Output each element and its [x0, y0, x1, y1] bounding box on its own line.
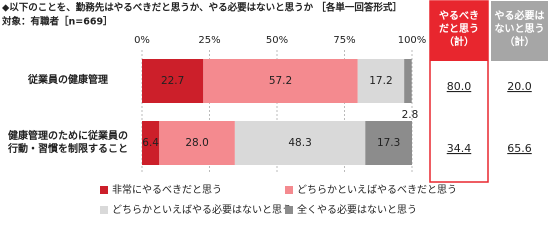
chart-title: ◆以下のことを、勤務先はやるべきだと思うか、やる必要はないと思うか ［各単一回答… — [2, 2, 402, 14]
legend-label: どちらかといえばやる必要はないと思う — [112, 203, 292, 216]
x-tick-label: 0% — [134, 35, 150, 46]
summary-header-bg — [430, 1, 488, 61]
bar-segment — [142, 121, 160, 165]
legend-swatch — [100, 206, 108, 214]
legend-label: 非常にやるべきだと思う — [112, 183, 222, 196]
legend-swatch — [285, 206, 293, 214]
data-label: 17.2 — [369, 75, 392, 87]
bar-segment — [159, 121, 235, 165]
bar-segment — [365, 121, 412, 165]
bar-segment — [203, 59, 358, 103]
legend-label: どちらかといえばやるべきだと思う — [297, 184, 457, 196]
category-label: 従業員の健康管理 — [28, 75, 108, 86]
x-tick-label: 25% — [198, 35, 220, 46]
chart: ◆以下のことを、勤務先はやるべきだと思うか、やる必要はないと思うか ［各単一回答… — [1, 0, 548, 216]
x-tick-label: 75% — [333, 35, 355, 46]
chart-subtitle: 対象：有職者［n=669］ — [1, 16, 113, 28]
legend-label: 全くやる必要はないと思う — [297, 203, 417, 216]
bar-segment — [404, 59, 412, 103]
bar-segment — [234, 121, 366, 165]
summary-value: 34.4 — [447, 142, 472, 155]
data-label: 28.0 — [185, 137, 208, 149]
data-label: 2.8 — [402, 109, 419, 121]
data-label: 48.3 — [288, 137, 311, 149]
summary-value: 20.0 — [507, 80, 532, 93]
legend-swatch — [285, 186, 293, 194]
bar-segment — [357, 59, 405, 103]
bar-segment — [142, 59, 204, 103]
data-label: 17.3 — [377, 137, 400, 149]
page: ◆以下のことを、勤務先はやるべきだと思うか、やる必要はないと思うか ［各単一回答… — [1, 0, 548, 216]
summary-header-bg — [491, 1, 548, 61]
data-label: 6.4 — [142, 137, 159, 149]
summary-header: やるべき だと思う （計） — [439, 11, 479, 48]
summary-header: やる必要は ないと思う （計） — [494, 11, 545, 48]
x-tick-label: 50% — [266, 35, 288, 46]
category-label: 健康管理のために従業員の 行動・習慣を制限すること — [8, 131, 128, 155]
data-label: 57.2 — [269, 75, 292, 87]
data-label: 22.7 — [161, 75, 184, 87]
x-tick-label: 100% — [398, 35, 427, 46]
summary-value: 65.6 — [507, 142, 532, 155]
legend-swatch — [100, 186, 108, 194]
summary-value: 80.0 — [447, 80, 472, 93]
